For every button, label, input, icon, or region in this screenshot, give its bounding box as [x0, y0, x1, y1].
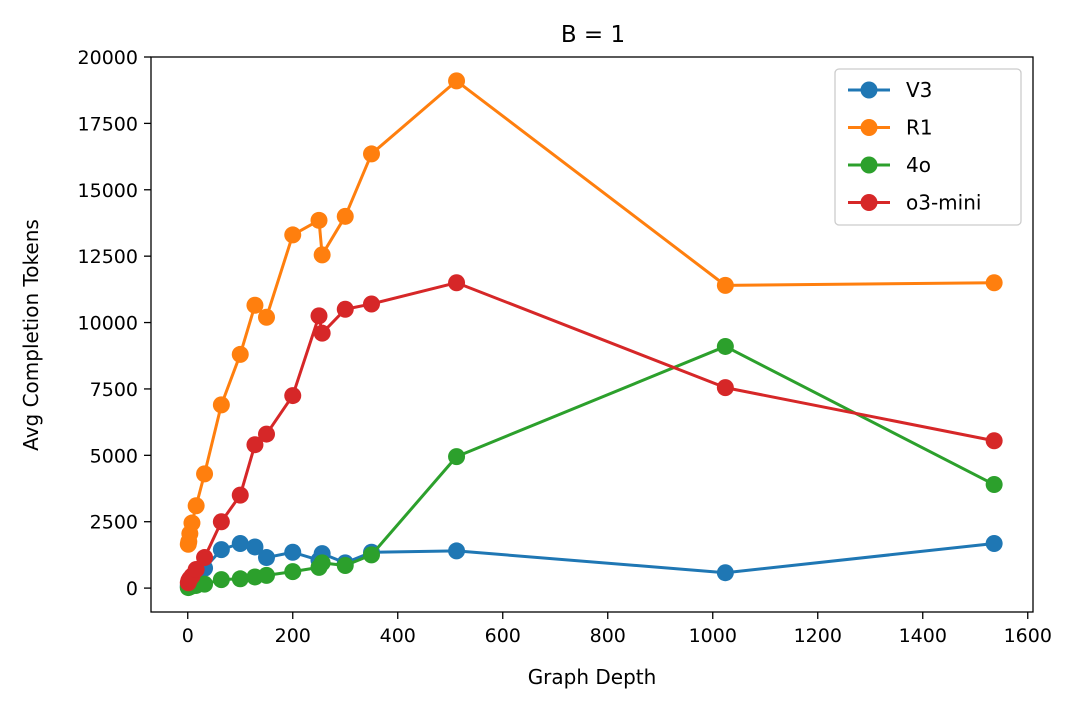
x-tick-label: 400	[380, 625, 416, 647]
data-point-r1	[363, 145, 380, 163]
data-point-v3	[985, 534, 1003, 552]
data-point-4o	[363, 546, 380, 564]
data-point-r1	[212, 396, 230, 414]
data-point-4o	[284, 563, 302, 581]
data-point-4o	[716, 337, 734, 355]
data-point-o3-mini	[187, 561, 205, 579]
data-point-4o	[212, 571, 230, 589]
y-tick-label: 15000	[78, 180, 138, 202]
data-point-v3	[448, 542, 466, 560]
series-layer	[179, 72, 1003, 597]
series-v3	[179, 534, 1003, 595]
data-point-o3-mini	[363, 295, 380, 313]
data-point-o3-mini	[448, 274, 466, 292]
legend-label: R1	[906, 116, 933, 140]
x-tick-label: 800	[590, 625, 626, 647]
data-point-o3-mini	[258, 425, 275, 443]
y-tick-label: 17500	[78, 113, 138, 135]
series-line-4o	[187, 344, 995, 589]
x-tick-label: 1000	[689, 625, 737, 647]
data-point-r1	[448, 72, 466, 90]
x-tick-label: 1200	[794, 625, 842, 647]
legend-item-o3-mini: o3-mini	[848, 191, 981, 215]
x-tick-label: 600	[485, 625, 521, 647]
data-point-r1	[231, 345, 249, 363]
data-point-r1	[310, 211, 328, 229]
data-point-4o	[985, 476, 1003, 494]
data-point-o3-mini	[246, 436, 264, 454]
legend: V3 R1 4o o3-mini	[834, 68, 1022, 226]
data-point-v3	[258, 549, 275, 567]
y-axis: 0 2500 5000 7500 10000 12500 15000 17500 20000	[78, 47, 151, 600]
data-point-v3	[212, 541, 230, 559]
legend-box	[834, 68, 1022, 226]
data-point-v3	[284, 543, 302, 561]
plot-frame	[150, 56, 1034, 613]
data-point-o3-mini	[313, 324, 331, 342]
legend-label: 4o	[906, 153, 931, 177]
x-tick-label: 1600	[1004, 625, 1052, 647]
data-point-r1	[187, 497, 205, 515]
data-point-o3-mini	[310, 307, 328, 325]
legend-item-v3: V3	[848, 78, 932, 102]
y-tick-label: 5000	[90, 445, 138, 467]
legend-marker	[860, 119, 878, 136]
y-tick-label: 2500	[90, 512, 138, 534]
y-tick-label: 7500	[90, 379, 138, 401]
data-point-o3-mini	[336, 300, 354, 318]
y-tick-label: 20000	[78, 47, 138, 69]
data-point-v3	[716, 564, 734, 582]
data-point-o3-mini	[212, 513, 230, 531]
x-axis-label: Graph Depth	[528, 665, 657, 689]
data-point-4o	[258, 566, 275, 584]
legend-label: V3	[906, 78, 932, 102]
data-point-4o	[231, 570, 249, 588]
data-point-4o	[313, 554, 331, 572]
data-point-r1	[336, 207, 354, 225]
x-tick-label: 1400	[899, 625, 947, 647]
data-point-r1	[246, 296, 264, 314]
data-point-o3-mini	[284, 387, 302, 405]
data-point-o3-mini	[716, 379, 734, 397]
series-r1	[179, 72, 1003, 553]
legend-item-4o: 4o	[848, 153, 931, 177]
data-point-r1	[183, 514, 201, 532]
legend-item-r1: R1	[848, 116, 933, 140]
data-point-r1	[284, 226, 302, 244]
data-point-r1	[313, 246, 331, 264]
legend-label: o3-mini	[906, 191, 981, 215]
data-point-v3	[246, 538, 264, 556]
data-point-r1	[258, 308, 275, 326]
y-tick-label: 10000	[78, 313, 138, 335]
series-line-o3-mini	[186, 281, 995, 584]
data-point-4o	[196, 575, 214, 593]
data-point-r1	[196, 465, 214, 483]
x-axis: 0 200 400 600 800 1000 1200 1400 1600	[182, 612, 1052, 647]
chart-title: B = 1	[561, 22, 625, 48]
data-point-r1	[716, 276, 734, 294]
data-point-v3	[231, 534, 249, 552]
data-point-4o	[448, 448, 466, 466]
legend-marker	[860, 156, 878, 174]
legend-marker	[860, 81, 878, 99]
y-tick-label: 12500	[78, 246, 138, 268]
y-axis-label: Avg Completion Tokens	[19, 219, 43, 451]
series-line-v3	[186, 541, 995, 587]
x-tick-label: 0	[182, 625, 194, 647]
data-point-4o	[336, 557, 354, 575]
data-point-o3-mini	[231, 486, 249, 504]
x-tick-label: 200	[275, 625, 311, 647]
legend-marker	[860, 194, 878, 211]
data-point-o3-mini	[196, 549, 214, 567]
y-tick-label: 0	[126, 578, 138, 600]
series-o3-mini	[179, 274, 1003, 592]
data-point-o3-mini	[985, 432, 1003, 450]
data-point-r1	[985, 274, 1003, 292]
